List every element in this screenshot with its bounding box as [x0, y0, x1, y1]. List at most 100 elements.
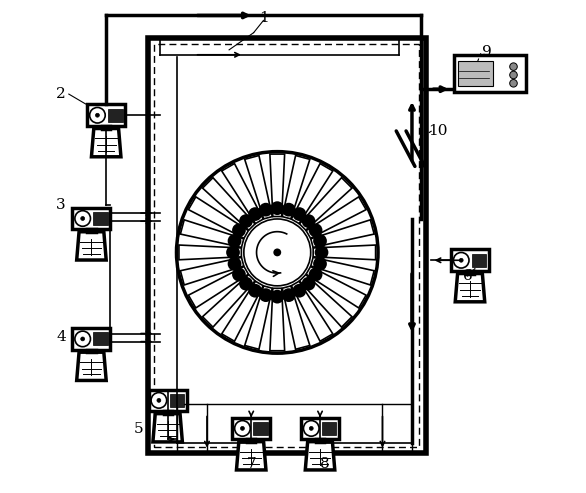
Bar [169, 394, 184, 407]
Polygon shape [245, 286, 272, 349]
Polygon shape [91, 129, 121, 157]
Bar [149, 389, 187, 411]
Circle shape [292, 207, 306, 221]
Polygon shape [245, 155, 272, 219]
Polygon shape [153, 414, 182, 442]
Polygon shape [306, 197, 366, 238]
Polygon shape [237, 442, 266, 470]
Circle shape [454, 252, 469, 268]
Bar [148, 37, 426, 453]
Circle shape [313, 257, 327, 271]
Polygon shape [189, 197, 248, 238]
Bar [253, 422, 268, 435]
Circle shape [459, 258, 463, 262]
Circle shape [259, 288, 272, 302]
Bar [301, 418, 339, 439]
Bar [247, 439, 255, 442]
Bar [87, 105, 125, 126]
Circle shape [248, 207, 262, 221]
Bar [322, 422, 336, 435]
Bar [108, 109, 122, 122]
Circle shape [304, 421, 319, 436]
Polygon shape [203, 177, 255, 230]
Polygon shape [305, 442, 335, 470]
Polygon shape [282, 155, 310, 219]
Polygon shape [311, 257, 374, 285]
Circle shape [81, 337, 84, 341]
Bar [232, 418, 270, 439]
Polygon shape [311, 220, 374, 247]
Bar [458, 61, 493, 86]
Text: 1: 1 [258, 11, 268, 25]
Circle shape [232, 268, 246, 282]
Circle shape [226, 246, 240, 259]
Circle shape [315, 246, 328, 259]
Bar [451, 249, 489, 271]
Circle shape [273, 248, 281, 256]
Bar [102, 126, 110, 129]
Circle shape [227, 234, 241, 248]
Bar [472, 254, 486, 267]
Polygon shape [179, 245, 241, 260]
Text: 6: 6 [462, 269, 472, 283]
Circle shape [309, 223, 322, 237]
Polygon shape [77, 352, 106, 381]
Circle shape [313, 234, 327, 248]
Polygon shape [313, 245, 376, 260]
Circle shape [239, 277, 253, 290]
Circle shape [510, 71, 517, 79]
Polygon shape [291, 282, 333, 341]
Text: 8: 8 [320, 457, 330, 471]
Bar [154, 44, 420, 447]
Bar [316, 439, 324, 442]
Circle shape [81, 216, 84, 220]
Circle shape [96, 113, 100, 117]
Circle shape [176, 152, 378, 353]
Polygon shape [270, 288, 285, 351]
Text: 5: 5 [134, 423, 143, 436]
Bar [93, 212, 108, 225]
Circle shape [270, 290, 284, 304]
Circle shape [248, 284, 262, 298]
Text: 7: 7 [246, 457, 256, 471]
Polygon shape [222, 282, 263, 341]
Circle shape [309, 426, 314, 430]
Circle shape [302, 277, 315, 290]
Polygon shape [306, 267, 366, 308]
Text: 10: 10 [428, 124, 448, 138]
Polygon shape [189, 267, 248, 308]
Bar [93, 332, 108, 346]
Bar [73, 208, 111, 229]
Circle shape [282, 288, 295, 302]
Circle shape [510, 63, 517, 70]
Circle shape [309, 268, 322, 282]
Polygon shape [282, 286, 310, 349]
Bar [87, 350, 96, 352]
Circle shape [234, 421, 250, 436]
Polygon shape [455, 274, 485, 302]
Circle shape [157, 398, 161, 402]
Bar [163, 411, 172, 414]
Text: 3: 3 [56, 198, 66, 211]
Text: 2: 2 [56, 87, 66, 101]
Polygon shape [299, 275, 352, 327]
Circle shape [75, 331, 90, 347]
Circle shape [282, 203, 295, 216]
Circle shape [240, 426, 244, 430]
Circle shape [259, 203, 272, 216]
Circle shape [75, 211, 90, 226]
Bar [454, 55, 526, 92]
Polygon shape [77, 232, 106, 260]
Bar [466, 271, 474, 274]
Circle shape [292, 284, 306, 298]
Circle shape [227, 257, 241, 271]
Text: 4: 4 [56, 330, 66, 345]
Text: 9: 9 [482, 45, 492, 59]
Circle shape [270, 201, 284, 215]
Circle shape [239, 214, 253, 228]
Polygon shape [299, 177, 352, 230]
Polygon shape [222, 164, 263, 223]
Polygon shape [180, 220, 244, 247]
Polygon shape [180, 257, 244, 285]
Polygon shape [203, 275, 255, 327]
